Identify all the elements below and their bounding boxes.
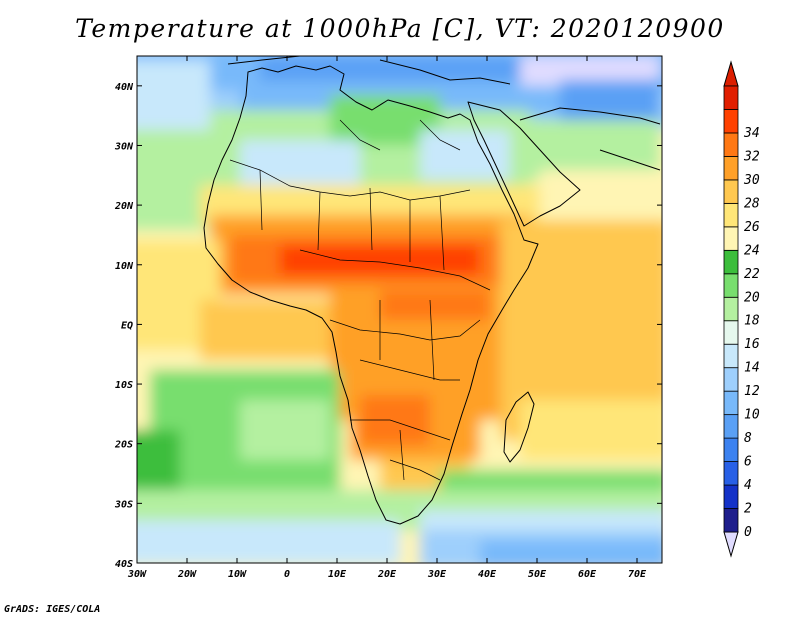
lon-tick-label: 10E [328,569,347,580]
lat-tick-label: 30S [114,499,133,510]
lon-tick-label: 40E [478,569,497,580]
colorbar-over-triangle [723,60,739,87]
colorbar-box [723,202,739,228]
colorbar-level-label: 24 [744,243,760,258]
colorbar-box [723,85,739,110]
colorbar-level-label: 34 [743,126,760,141]
colorbar-level-label: 30 [743,173,760,188]
lon-tick-label: 20E [377,569,397,580]
colorbar-level-label: 2 [744,502,752,517]
colorbar-level-label: 14 [744,361,760,376]
country-borders [229,119,491,481]
colorbar-level-label: 18 [744,314,760,329]
colorbar-box [723,109,739,134]
temperature-field [137,56,662,563]
lon-tick-label: 10W [228,569,247,580]
lat-tick-label: 30N [114,141,134,152]
colorbar-level-label: 6 [744,455,752,470]
lat-tick-label: 20S [114,440,133,451]
lat-tick-label: 10N [115,261,134,272]
colorbar-box [723,414,739,439]
lon-tick-label: 30E [427,569,447,580]
lat-tick-label: 40S [115,559,133,570]
colorbar-under-triangle [723,531,739,558]
colorbar-level-label: 12 [744,384,760,399]
colorbar-level-label: 28 [744,196,760,211]
colorbar-box [723,484,739,509]
colorbar-box [723,320,739,345]
colorbar-level-label: 16 [744,337,760,352]
chart-title: Temperature at 1000hPa [C], VT: 20201209… [75,14,725,43]
colorbar-box [723,296,739,322]
lon-tick-label: 0 [284,569,290,580]
colorbar-box [723,132,739,157]
axis-ticks: 30W 20W 10W 0 10E 20E 30E 40E 50E 60E 70E 40N 30N 20N… [114,56,662,580]
lon-tick-label: 60E [578,569,597,580]
colorbar-box [723,367,739,392]
colorbar-box [723,461,739,486]
colorbar-level-label: 22 [744,267,760,282]
colorbar-box [723,508,739,533]
colorbar-box [723,179,739,204]
lon-tick-label: 50E [528,569,547,580]
lat-tick-label: 20N [114,201,134,212]
colorbar-box [723,249,739,275]
plot-frame [136,55,663,564]
colorbar-level-label: 32 [743,149,760,164]
lon-tick-label: 70E [628,569,647,580]
colorbar-level-label: 4 [744,478,752,493]
lon-tick-label: 30W [127,569,147,580]
lon-tick-label: 20W [177,569,197,580]
lat-tick-label: 10S [115,380,133,391]
lat-tick-label: EQ [121,320,133,331]
colorbar-box [723,156,739,181]
colorbar-level-label: 26 [744,220,760,235]
grads-credit: GrADS: IGES/COLA [4,604,101,615]
colorbar-level-label: 8 [744,431,752,446]
lat-tick-label: 40N [115,82,134,93]
colorbar-box [723,226,739,251]
colorbar-box [723,343,739,369]
colorbar-box [723,390,739,416]
colorbar-box [723,273,739,298]
colorbar-level-label: 20 [744,290,760,305]
colorbar-level-label: 0 [744,525,752,540]
colorbar-box [723,437,739,462]
colorbar-level-label: 10 [744,408,760,423]
